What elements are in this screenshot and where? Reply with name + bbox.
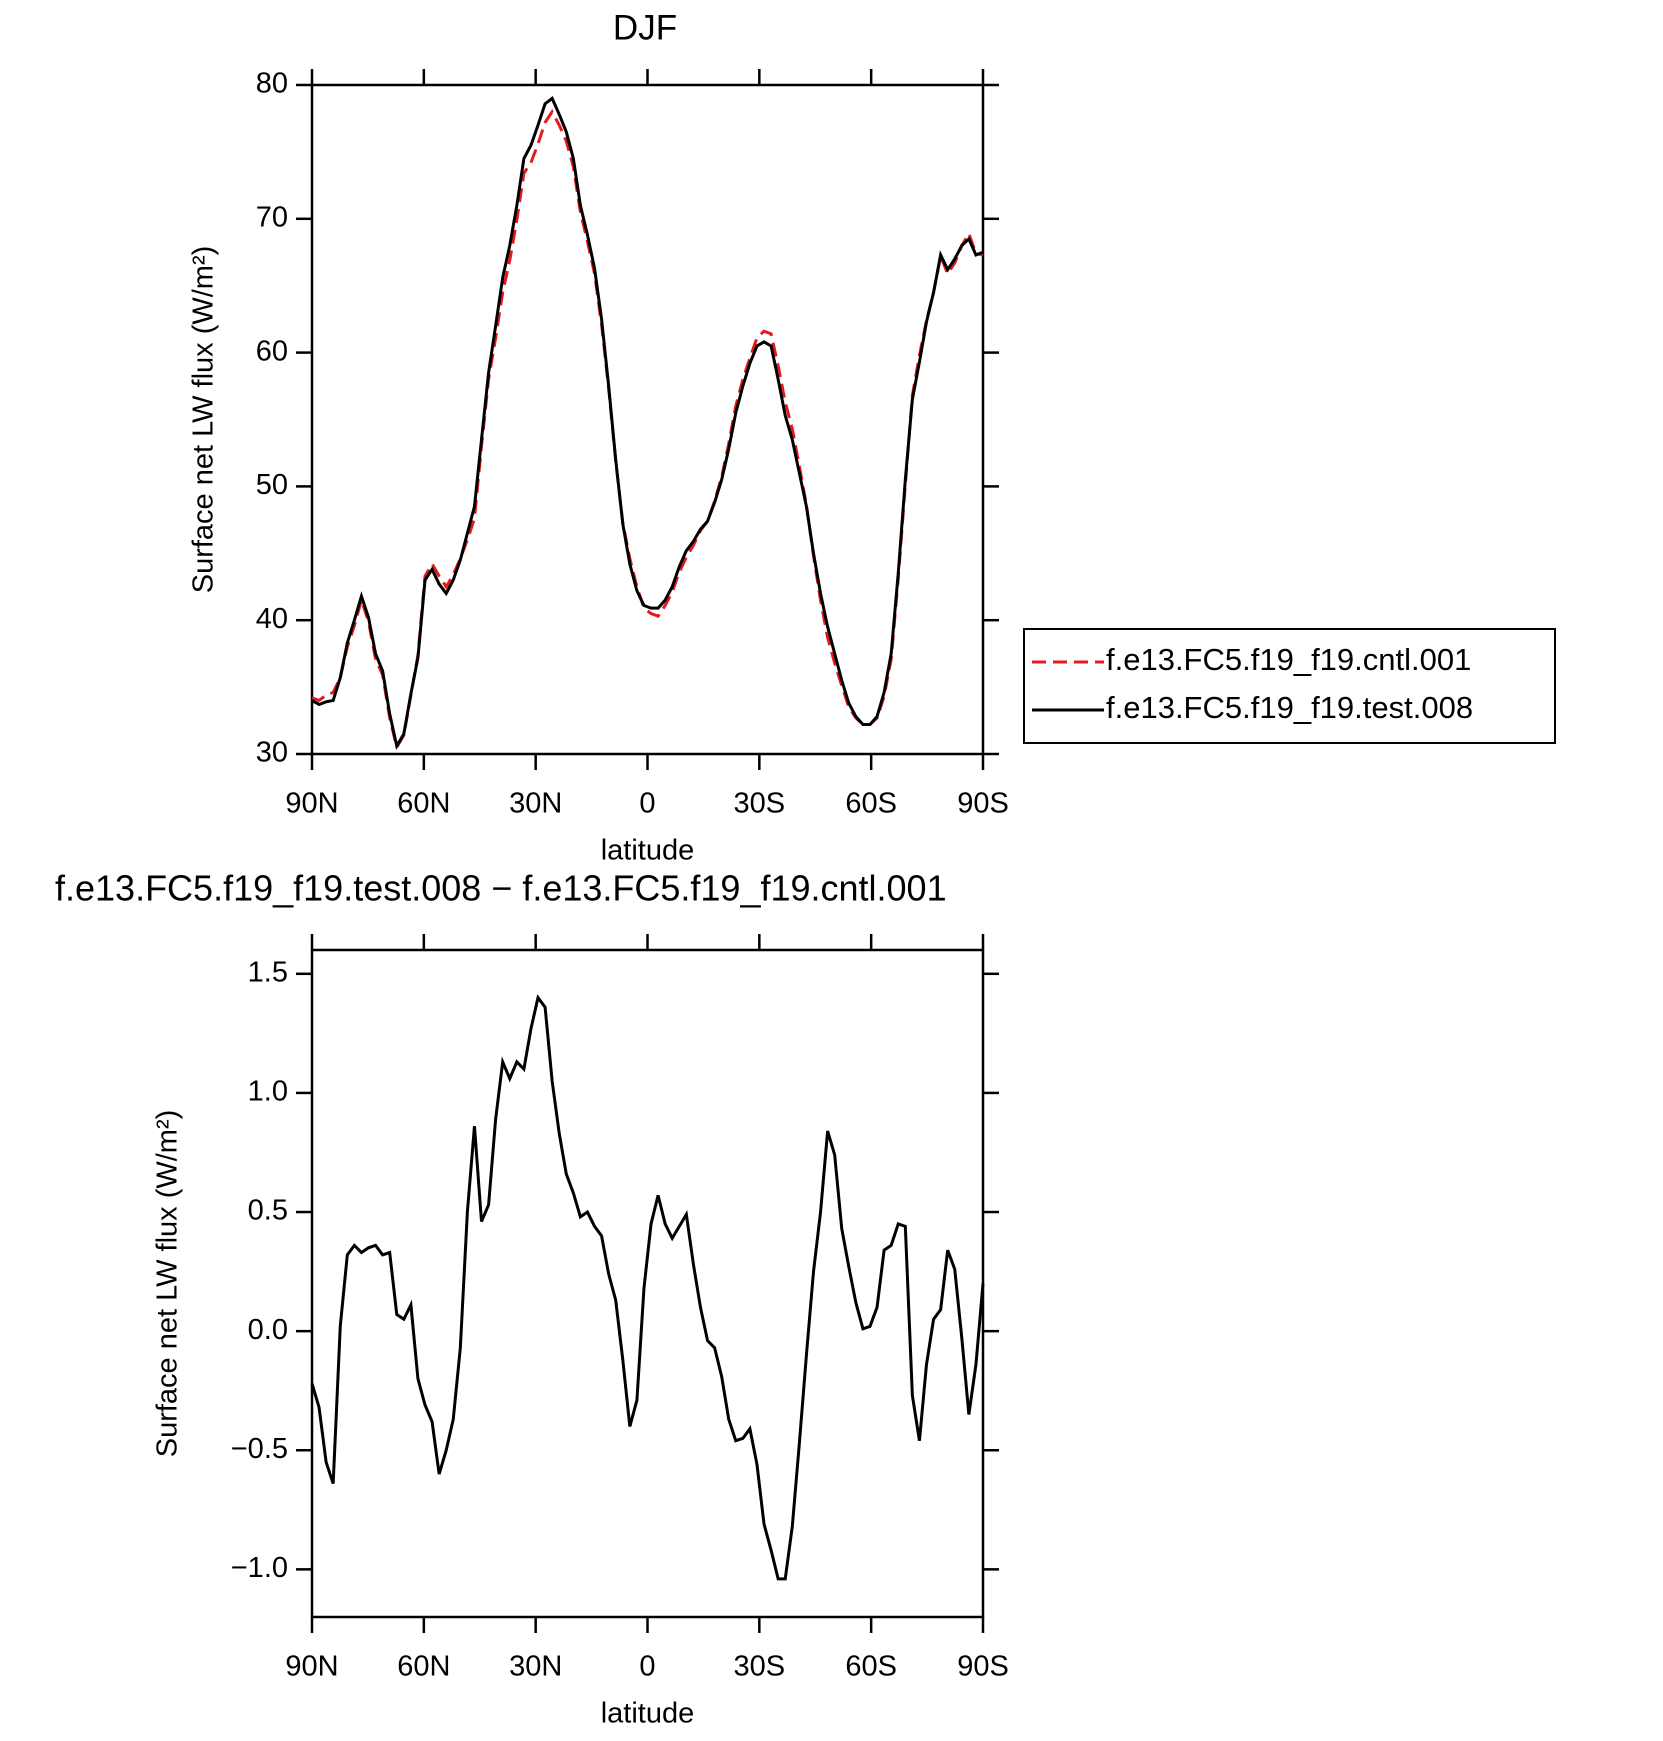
y-tick-label: 0.0 [248,1314,288,1346]
chart-title: DJF [613,8,677,47]
y-axis-label: Surface net LW flux (W/m²) [188,246,220,594]
y-tick-label: 30 [256,737,288,769]
x-axis-label: latitude [601,835,695,867]
x-tick-label: 30S [734,1651,786,1683]
y-tick-label: 1.5 [248,956,288,988]
x-tick-label: 30S [734,788,786,820]
x-axis-label: latitude [601,1698,695,1730]
y-tick-label: 0.5 [248,1195,288,1227]
y-tick-label: 70 [256,201,288,233]
x-tick-label: 90N [285,788,338,820]
y-tick-label: −0.5 [231,1433,288,1465]
x-tick-label: 60N [397,788,450,820]
data-line [311,96,984,751]
y-tick-label: 1.0 [248,1076,288,1108]
y-tick-label: −1.0 [231,1552,288,1584]
x-tick-label: 90N [285,1651,338,1683]
data-line [311,108,984,752]
x-tick-label: 30N [509,788,562,820]
x-tick-label: 90S [957,1651,1009,1683]
data-line [310,994,985,1581]
legend-label: f.e13.FC5.f19_f19.cntl.001 [1106,642,1471,677]
y-axis-label: Surface net LW flux (W/m²) [152,1110,184,1458]
y-tick-label: 60 [256,335,288,367]
y-tick-label: 80 [256,68,288,100]
legend-box [1023,628,1556,744]
x-tick-label: 60S [845,1651,897,1683]
y-tick-label: 40 [256,603,288,635]
chart-title: f.e13.FC5.f19_f19.test.008 − f.e13.FC5.f… [55,868,947,909]
y-tick-label: 50 [256,469,288,501]
plot-frame [310,83,985,756]
legend-label: f.e13.FC5.f19_f19.test.008 [1106,690,1473,725]
x-tick-label: 60S [845,788,897,820]
x-tick-label: 60N [397,1651,450,1683]
x-tick-label: 30N [509,1651,562,1683]
x-tick-label: 0 [639,1651,655,1683]
x-tick-label: 0 [639,788,655,820]
plot-frame [310,948,985,1619]
x-tick-label: 90S [957,788,1009,820]
